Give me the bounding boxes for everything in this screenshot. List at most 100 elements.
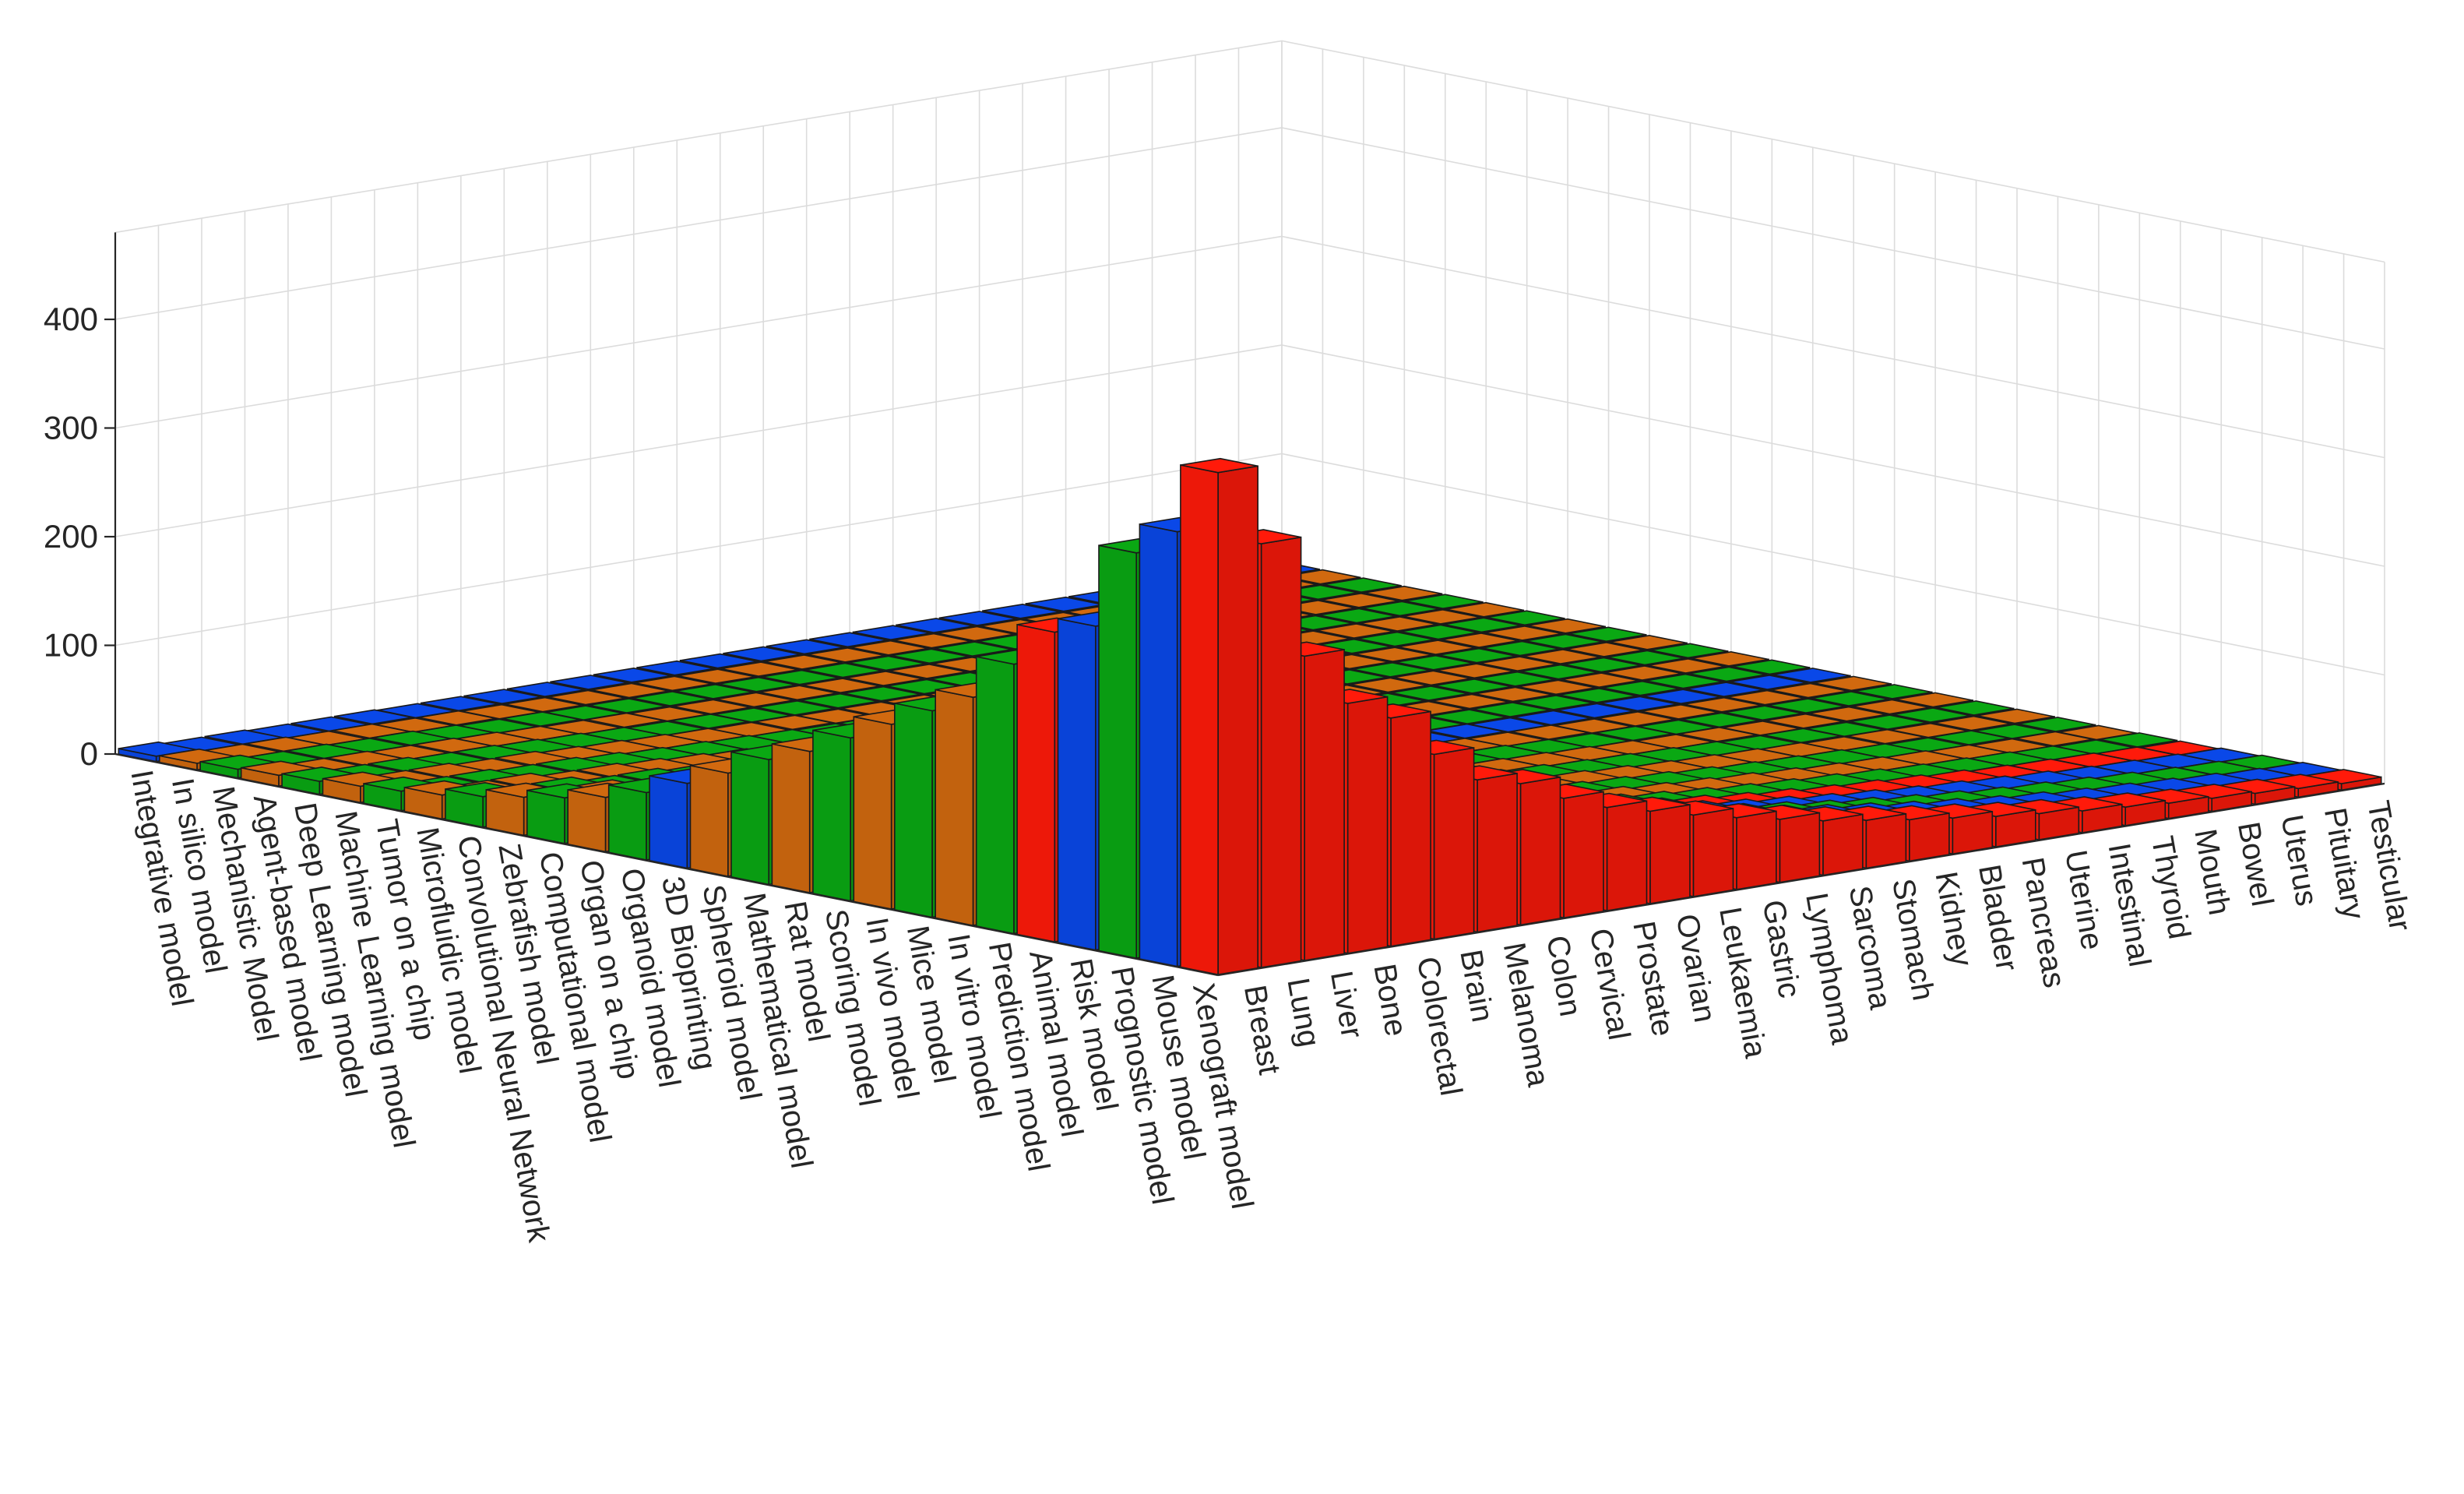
bar-face-top — [1321, 592, 1399, 608]
bar-face-top — [671, 714, 748, 729]
bar-face-top — [802, 678, 881, 694]
bar-face-top — [800, 692, 878, 709]
bar-face-top — [1527, 618, 1606, 634]
bar-face-top — [939, 611, 1017, 626]
bar-face-top — [1557, 703, 1635, 719]
bar-face-top — [718, 676, 797, 692]
bar-face-top — [1724, 705, 1803, 721]
cancer-label: Liver — [1324, 968, 1369, 1041]
bar-face-top — [1686, 682, 1765, 697]
bar-face-top — [1323, 577, 1402, 594]
bar-face-top — [1595, 725, 1674, 742]
grid-line — [114, 453, 2385, 676]
bar-face-top — [1765, 713, 1843, 729]
bar — [1180, 457, 1258, 976]
bar-face-right — [975, 656, 1015, 935]
bar-face-top — [1976, 708, 2055, 724]
z-tick-label: 400 — [44, 301, 98, 337]
bar-face-top — [1609, 634, 1688, 650]
bar-face-top — [634, 675, 713, 692]
bar-face-top — [1434, 678, 1512, 694]
bar-face-top — [507, 682, 586, 697]
bar-face-right — [649, 775, 688, 869]
bar-face-top — [1354, 647, 1433, 663]
bar-face-top — [1600, 696, 1678, 712]
bar-face-left — [1217, 465, 1258, 976]
bar-face-top — [807, 647, 885, 663]
grid-line — [114, 235, 2385, 459]
bar-face-top — [1487, 610, 1565, 626]
bar-face-top — [1443, 617, 1522, 633]
bar-face-top — [843, 685, 921, 702]
bar-face-left — [1779, 812, 1821, 883]
bar-face-top — [547, 689, 626, 706]
bar-face-top — [1688, 666, 1767, 682]
bar-face-right — [853, 716, 892, 911]
bar-face-top — [1691, 650, 1769, 667]
bar-face-top — [632, 691, 710, 706]
bar-face-top — [1732, 659, 1810, 675]
bar-face-right — [894, 702, 933, 918]
bar-face-left — [1822, 813, 1864, 876]
bar-face-top — [502, 711, 581, 728]
bar-face-top — [889, 664, 967, 679]
cancer-label: Brain — [1453, 947, 1500, 1025]
bar-face-top — [1438, 647, 1517, 664]
bar-face-right — [730, 751, 770, 886]
cancer-label: Uterus — [2274, 812, 2324, 909]
bar-face-top — [1850, 714, 1927, 731]
bar-face-right — [1139, 523, 1178, 967]
bar-face-top — [1431, 693, 1510, 710]
bar-face-top — [764, 654, 842, 670]
bar-face-top — [757, 700, 835, 716]
bar-face-top — [1643, 689, 1721, 705]
bar-face-top — [1892, 707, 1971, 723]
bar-face-top — [505, 696, 583, 713]
cancer-label: Bowel — [2231, 819, 2279, 909]
bar-face-top — [846, 671, 924, 686]
bar-face-left — [1260, 536, 1302, 969]
bar-face-top — [421, 696, 499, 712]
bar-face-top — [1403, 608, 1481, 625]
bar-face-left — [1346, 696, 1389, 954]
bar-face-top — [1931, 730, 2009, 745]
bar-face-top — [848, 655, 926, 671]
bar-face-top — [1854, 684, 1932, 699]
bar-face-top — [1808, 706, 1887, 722]
grid-line — [114, 344, 2385, 567]
bar-face-top — [675, 683, 753, 699]
cancer-label: Thyroid — [2145, 833, 2196, 942]
bar-face-top — [1398, 640, 1476, 655]
bar-face-top — [1650, 643, 1728, 659]
bar-face-top — [550, 675, 628, 690]
cancer-label: Bladder — [1972, 862, 2024, 974]
bar-face-top — [755, 714, 832, 731]
bar-face-top — [1513, 710, 1592, 726]
bar-face-top — [720, 661, 799, 677]
bar-face-top — [850, 640, 928, 656]
bar-face-top — [1564, 657, 1642, 673]
bar-face-top — [1568, 626, 1646, 643]
bar-face-top — [1396, 654, 1473, 671]
bar-face-top — [1482, 640, 1560, 657]
bar-face-right — [689, 764, 729, 877]
bar-face-top — [1511, 724, 1589, 740]
bar-face-top — [1729, 675, 1808, 690]
cancer-label: Colon — [1540, 933, 1587, 1020]
bar-face-top — [1763, 728, 1841, 744]
bar-face-top — [1477, 671, 1555, 687]
bar-face-top — [1770, 682, 1849, 699]
bar-face-left — [1563, 791, 1604, 919]
bar-face-top — [1895, 692, 1973, 708]
z-tick-label: 0 — [80, 735, 98, 772]
bar-face-top — [2100, 732, 2177, 748]
grid-line — [114, 127, 2385, 350]
bar-face-top — [1772, 668, 1851, 683]
bar-face-top — [1648, 658, 1726, 674]
bar-face-top — [1640, 703, 1719, 720]
bar-face-right — [1016, 623, 1056, 943]
bar-face-top — [334, 709, 413, 725]
bar-face-top — [723, 646, 801, 662]
bar-face-top — [1350, 677, 1428, 693]
bar-face-right — [771, 743, 811, 893]
